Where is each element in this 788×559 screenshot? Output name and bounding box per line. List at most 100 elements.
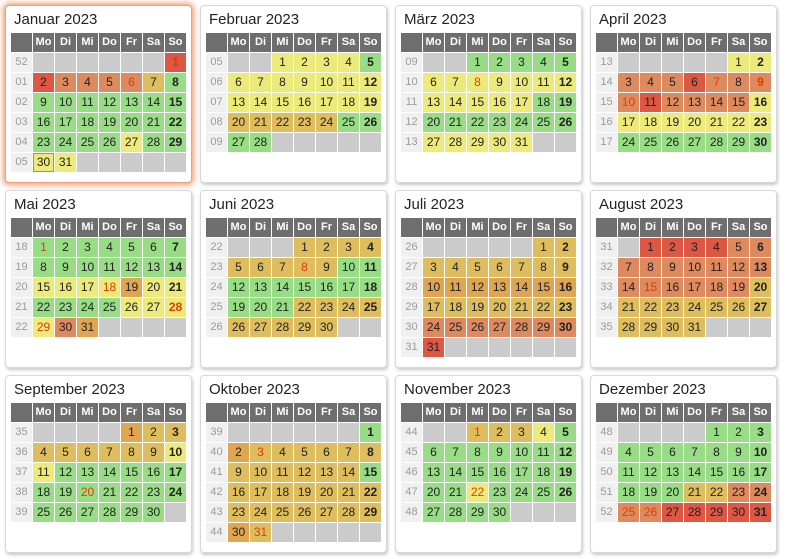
day-cell[interactable]: 25 xyxy=(360,298,381,317)
day-cell[interactable]: 4 xyxy=(99,238,120,257)
day-cell[interactable]: 24 xyxy=(618,133,639,152)
day-cell[interactable]: 18 xyxy=(33,483,54,502)
day-cell[interactable]: 28 xyxy=(165,298,186,317)
day-cell[interactable]: 16 xyxy=(294,93,315,112)
day-cell[interactable]: 20 xyxy=(684,113,705,132)
day-cell[interactable]: 1 xyxy=(467,53,488,72)
day-cell[interactable]: 28 xyxy=(684,503,705,522)
day-cell[interactable]: 9 xyxy=(294,73,315,92)
day-cell[interactable]: 28 xyxy=(511,318,532,337)
day-cell[interactable]: 1 xyxy=(121,423,142,442)
day-cell[interactable]: 25 xyxy=(640,133,661,152)
day-cell[interactable]: 8 xyxy=(360,443,381,462)
day-cell[interactable]: 25 xyxy=(618,503,639,522)
day-cell[interactable]: 10 xyxy=(77,258,98,277)
day-cell[interactable]: 19 xyxy=(294,483,315,502)
day-cell[interactable]: 19 xyxy=(467,298,488,317)
day-cell[interactable]: 5 xyxy=(555,53,576,72)
day-cell[interactable]: 3 xyxy=(77,238,98,257)
day-cell[interactable]: 31 xyxy=(511,133,532,152)
day-cell[interactable]: 14 xyxy=(338,463,359,482)
day-cell[interactable]: 9 xyxy=(489,443,510,462)
day-cell[interactable]: 18 xyxy=(706,278,727,297)
day-cell[interactable]: 16 xyxy=(555,278,576,297)
day-cell[interactable]: 29 xyxy=(121,503,142,522)
day-cell[interactable]: 13 xyxy=(228,93,249,112)
day-cell[interactable]: 29 xyxy=(294,318,315,337)
day-cell[interactable]: 2 xyxy=(228,443,249,462)
day-cell[interactable]: 28 xyxy=(445,503,466,522)
day-cell[interactable]: 16 xyxy=(55,278,76,297)
day-cell[interactable]: 31 xyxy=(55,153,76,172)
day-cell[interactable]: 26 xyxy=(294,503,315,522)
day-cell[interactable]: 4 xyxy=(533,423,554,442)
day-cell[interactable]: 26 xyxy=(467,318,488,337)
day-cell[interactable]: 14 xyxy=(618,278,639,297)
day-cell[interactable]: 16 xyxy=(228,483,249,502)
day-cell[interactable]: 15 xyxy=(728,93,749,112)
day-cell[interactable]: 17 xyxy=(338,278,359,297)
day-cell[interactable]: 7 xyxy=(272,258,293,277)
day-cell[interactable]: 20 xyxy=(316,483,337,502)
day-cell[interactable]: 29 xyxy=(33,318,54,337)
day-cell[interactable]: 15 xyxy=(33,278,54,297)
day-cell[interactable]: 5 xyxy=(728,238,749,257)
day-cell[interactable]: 29 xyxy=(467,503,488,522)
day-cell[interactable]: 28 xyxy=(143,133,164,152)
day-cell[interactable]: 24 xyxy=(165,483,186,502)
day-cell[interactable]: 14 xyxy=(272,278,293,297)
day-cell[interactable]: 29 xyxy=(640,318,661,337)
day-cell[interactable]: 7 xyxy=(618,258,639,277)
day-cell[interactable]: 11 xyxy=(33,463,54,482)
day-cell[interactable]: 1 xyxy=(533,238,554,257)
day-cell[interactable]: 12 xyxy=(228,278,249,297)
day-cell[interactable]: 16 xyxy=(662,278,683,297)
day-cell[interactable]: 15 xyxy=(121,463,142,482)
day-cell[interactable]: 23 xyxy=(143,483,164,502)
day-cell[interactable]: 27 xyxy=(77,503,98,522)
day-cell[interactable]: 17 xyxy=(750,463,771,482)
day-cell[interactable]: 8 xyxy=(533,258,554,277)
day-cell[interactable]: 5 xyxy=(99,73,120,92)
day-cell[interactable]: 17 xyxy=(423,298,444,317)
day-cell[interactable]: 1 xyxy=(728,53,749,72)
day-cell[interactable]: 5 xyxy=(360,53,381,72)
day-cell[interactable]: 27 xyxy=(121,133,142,152)
day-cell[interactable]: 25 xyxy=(77,133,98,152)
day-cell[interactable]: 7 xyxy=(99,443,120,462)
day-cell[interactable]: 11 xyxy=(99,258,120,277)
day-cell[interactable]: 1 xyxy=(165,53,186,72)
day-cell[interactable]: 30 xyxy=(489,503,510,522)
day-cell[interactable]: 20 xyxy=(121,113,142,132)
day-cell[interactable]: 11 xyxy=(706,258,727,277)
day-cell[interactable]: 12 xyxy=(555,443,576,462)
day-cell[interactable]: 10 xyxy=(684,258,705,277)
day-cell[interactable]: 13 xyxy=(77,463,98,482)
day-cell[interactable]: 12 xyxy=(294,463,315,482)
day-cell[interactable]: 30 xyxy=(316,318,337,337)
day-cell[interactable]: 15 xyxy=(533,278,554,297)
day-cell[interactable]: 24 xyxy=(684,298,705,317)
day-cell[interactable]: 24 xyxy=(55,133,76,152)
day-cell[interactable]: 23 xyxy=(555,298,576,317)
day-cell[interactable]: 18 xyxy=(640,113,661,132)
day-cell[interactable]: 27 xyxy=(250,318,271,337)
day-cell[interactable]: 10 xyxy=(250,463,271,482)
day-cell[interactable]: 2 xyxy=(316,238,337,257)
day-cell[interactable]: 10 xyxy=(165,443,186,462)
day-cell[interactable]: 12 xyxy=(640,463,661,482)
day-cell[interactable]: 24 xyxy=(750,483,771,502)
day-cell[interactable]: 4 xyxy=(33,443,54,462)
day-cell[interactable]: 13 xyxy=(684,93,705,112)
day-cell[interactable]: 12 xyxy=(360,73,381,92)
day-cell[interactable]: 10 xyxy=(618,93,639,112)
day-cell[interactable]: 26 xyxy=(228,318,249,337)
day-cell[interactable]: 15 xyxy=(165,93,186,112)
day-cell[interactable]: 28 xyxy=(250,133,271,152)
day-cell[interactable]: 21 xyxy=(272,298,293,317)
day-cell[interactable]: 22 xyxy=(272,113,293,132)
day-cell[interactable]: 1 xyxy=(33,238,54,257)
day-cell[interactable]: 4 xyxy=(272,443,293,462)
day-cell[interactable]: 22 xyxy=(121,483,142,502)
day-cell[interactable]: 18 xyxy=(272,483,293,502)
